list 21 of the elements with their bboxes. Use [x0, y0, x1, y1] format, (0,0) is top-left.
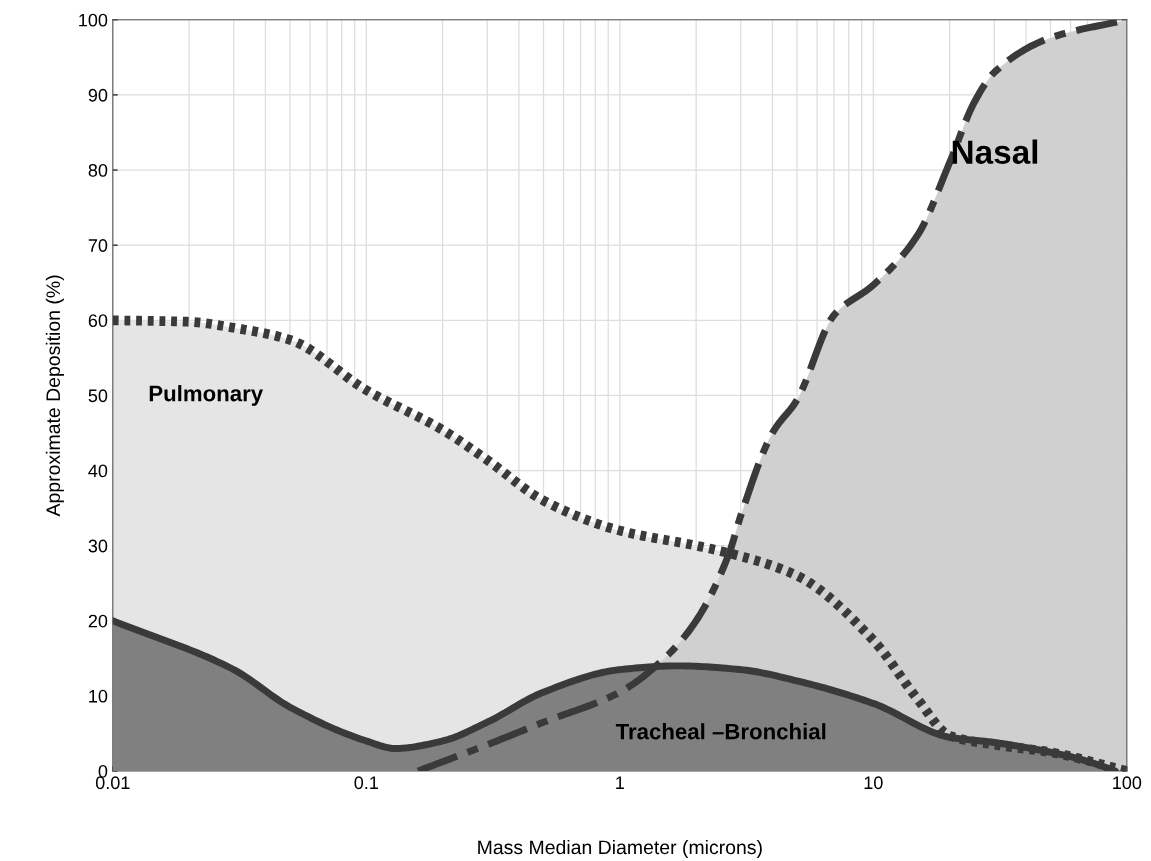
y-tick-label: 90: [88, 88, 108, 102]
x-tick-label: 100: [1113, 776, 1142, 790]
y-tick-label: 80: [88, 163, 108, 177]
x-tick-label: 1: [616, 776, 624, 789]
y-tick-label: 10: [89, 689, 108, 703]
y-tick-label: 60: [88, 314, 108, 328]
y-tick-label: 40: [88, 464, 108, 478]
y-axis-title: Approximate Deposition (%): [45, 275, 64, 517]
series-label: Tracheal –Bronchial: [615, 723, 826, 740]
x-axis-title: Mass Median Diameter (microns): [478, 839, 762, 859]
x-tick-label: 0.01: [95, 776, 130, 790]
series-label: Pulmonary: [149, 385, 264, 406]
x-tick-label: 0.1: [354, 776, 378, 790]
y-tick-label: 50: [88, 389, 108, 403]
x-tick-label: 10: [864, 776, 883, 790]
series-label: Nasal: [952, 139, 1038, 164]
y-tick-label: 100: [79, 13, 108, 27]
y-tick-label: 30: [88, 539, 108, 553]
y-tick-label: 0: [98, 764, 108, 778]
y-tick-label: 70: [88, 239, 108, 252]
y-tick-label: 20: [88, 614, 108, 628]
